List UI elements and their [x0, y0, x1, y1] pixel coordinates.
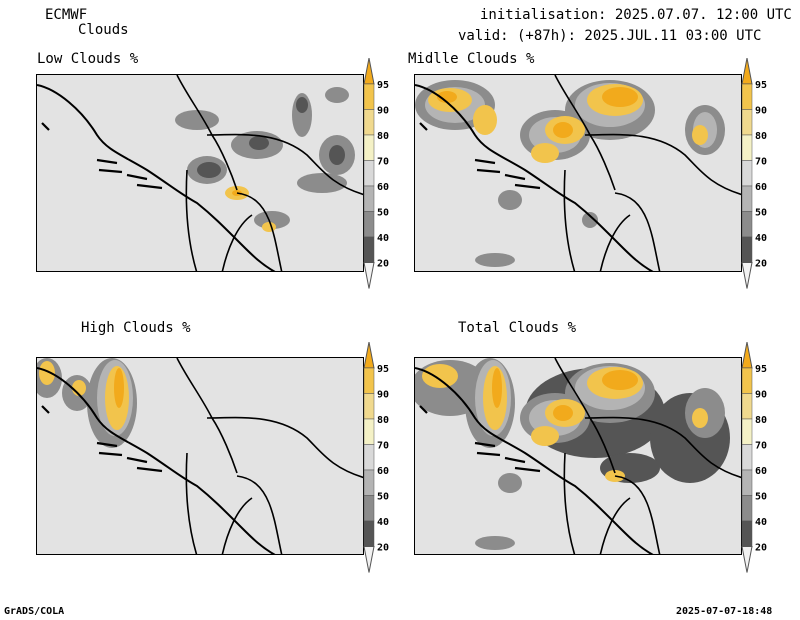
colorbar-tick-label: 70 [377, 441, 389, 452]
colorbar-tick-label: 50 [377, 492, 389, 503]
colorbar-segment [363, 160, 375, 187]
colorbar-segment [363, 134, 375, 161]
colorbar-tick-label: 20 [755, 259, 767, 270]
colorbar-segment [741, 444, 753, 471]
colorbar-segment [363, 393, 375, 420]
colorbar-bottom-right: 95 90 80 70 60 50 40 20 [740, 342, 790, 574]
colorbar-tick-label: 20 [377, 543, 389, 554]
colorbar-tick-label: 60 [755, 182, 767, 193]
colorbar-tick-label: 60 [755, 466, 767, 477]
colorbar-segment [741, 83, 753, 110]
panel-title-high: High Clouds % [81, 320, 191, 336]
colorbar-tick-label: 40 [755, 517, 767, 528]
colorbar-tick-label: 80 [755, 131, 767, 142]
colorbar-segment [741, 160, 753, 187]
colorbar-tick-label: 20 [377, 259, 389, 270]
low-clouds-field [37, 75, 363, 271]
model-label: ECMWF [45, 7, 88, 23]
colorbar-tick-label: 80 [377, 415, 389, 426]
total-clouds-field [415, 358, 741, 554]
colorbar-tick-label: 80 [377, 131, 389, 142]
colorbar-tick-label: 95 [377, 80, 389, 91]
colorbar-segment [741, 236, 753, 263]
colorbar-segment [741, 469, 753, 496]
footer-right: 2025-07-07-18:48 [676, 606, 773, 617]
colorbar-segment [363, 236, 375, 263]
colorbar-segment [363, 211, 375, 238]
colorbar-segment [741, 495, 753, 522]
colorbar-tick-label: 50 [377, 208, 389, 219]
colorbar-segment [363, 83, 375, 110]
colorbar-tick-label: 90 [377, 106, 389, 117]
panel-title-total: Total Clouds % [458, 320, 577, 336]
colorbar-svg: 95 90 80 70 60 50 40 20 [363, 342, 389, 573]
colorbar-tick-label: 70 [755, 157, 767, 168]
colorbar-bottom-arrow [363, 546, 375, 573]
colorbar-segment [741, 520, 753, 547]
colorbar-bottom-arrow [741, 546, 753, 573]
colorbar-tick-label: 90 [755, 106, 767, 117]
colorbar-segment [363, 469, 375, 496]
colorbar-tick-label: 60 [377, 466, 389, 477]
colorbar-tick-label: 50 [755, 208, 767, 219]
map-low-clouds [36, 74, 364, 272]
colorbar-tick-label: 40 [377, 517, 389, 528]
panel-title-middle: Midlle Clouds % [408, 51, 535, 67]
init-time: initialisation: 2025.07.07. 12:00 UTC [480, 7, 792, 23]
colorbar-segment [363, 109, 375, 136]
colorbar-tick-label: 95 [755, 364, 767, 375]
colorbar-segment [363, 418, 375, 445]
valid-time: valid: (+87h): 2025.JUL.11 03:00 UTC [458, 28, 762, 44]
colorbar-segment [741, 211, 753, 238]
colorbar-tick-label: 90 [377, 390, 389, 401]
map-total-clouds [414, 357, 742, 555]
colorbar-tick-label: 50 [755, 492, 767, 503]
colorbar-segment [741, 134, 753, 161]
product-label: Clouds [78, 22, 129, 38]
colorbar-bottom-arrow [363, 262, 375, 289]
colorbar-tick-label: 70 [377, 157, 389, 168]
map-middle-clouds [414, 74, 742, 272]
colorbar-segment [363, 367, 375, 394]
footer-left: GrADS/COLA [4, 606, 65, 617]
colorbar-segment [363, 520, 375, 547]
middle-clouds-field [415, 75, 741, 271]
colorbar-bottom-left: 95 90 80 70 60 50 40 20 [362, 342, 412, 574]
colorbar-tick-label: 40 [377, 233, 389, 244]
colorbar-segment [741, 185, 753, 212]
colorbar-tick-label: 40 [755, 233, 767, 244]
colorbar-segment [741, 393, 753, 420]
colorbar-tick-label: 95 [755, 80, 767, 91]
colorbar-tick-label: 90 [755, 390, 767, 401]
colorbar-top-arrow [363, 58, 375, 85]
colorbar-segment [363, 495, 375, 522]
colorbar-top-arrow [741, 342, 753, 369]
map-high-clouds [36, 357, 364, 555]
colorbar-top-arrow [363, 342, 375, 369]
colorbar-top-arrow [741, 58, 753, 85]
high-clouds-field [37, 358, 363, 554]
colorbar-tick-label: 95 [377, 364, 389, 375]
panel-title-low: Low Clouds % [37, 51, 139, 67]
colorbar-top-right: 95 90 80 70 60 50 40 20 [740, 58, 790, 290]
colorbar-svg: 95 90 80 70 60 50 40 20 [741, 58, 767, 289]
colorbar-segment [741, 109, 753, 136]
colorbar-tick-label: 70 [755, 441, 767, 452]
colorbar-top-left: 95 90 80 70 60 50 40 20 [362, 58, 412, 290]
colorbar-tick-label: 60 [377, 182, 389, 193]
colorbar-svg: 95 90 80 70 60 50 40 20 [741, 342, 767, 573]
colorbar-tick-label: 20 [755, 543, 767, 554]
colorbar-svg: 95 90 80 70 60 50 40 20 [363, 58, 389, 289]
colorbar-segment [741, 367, 753, 394]
colorbar-bottom-arrow [741, 262, 753, 289]
colorbar-segment [363, 185, 375, 212]
colorbar-segment [363, 444, 375, 471]
colorbar-segment [741, 418, 753, 445]
colorbar-tick-label: 80 [755, 415, 767, 426]
